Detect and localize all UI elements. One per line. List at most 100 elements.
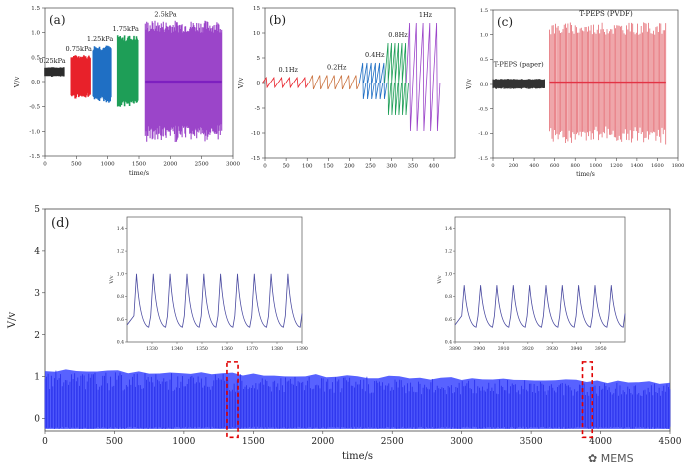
series-1.25kPa bbox=[92, 45, 112, 103]
y-tick-label: 1.2 bbox=[445, 249, 452, 255]
y-tick-label: 0 bbox=[257, 81, 261, 87]
series-0.1Hz bbox=[262, 76, 309, 89]
x-tick-label: 2000 bbox=[311, 437, 334, 447]
x-tick-label: 2500 bbox=[195, 162, 209, 168]
x-tick-label: 150 bbox=[323, 164, 334, 170]
y-tick-label: -15 bbox=[251, 156, 260, 162]
x-tick-label: 0 bbox=[263, 164, 267, 170]
y-tick-label: -5 bbox=[255, 106, 261, 112]
y-axis-label: V/v bbox=[109, 275, 115, 284]
x-tick-label: 800 bbox=[570, 163, 580, 169]
x-tick-label: 1000 bbox=[172, 437, 195, 447]
panel-d: 0 500 1000 1500 2000 2500 3000 3500 4000 4500 0 1 2 3… bbox=[7, 205, 682, 462]
y-tick-label: 0.4 bbox=[445, 340, 452, 346]
x-tick-label: 1800 bbox=[672, 163, 685, 169]
x-tick-label: 3950 bbox=[595, 346, 607, 352]
x-tick-label: 1000 bbox=[589, 163, 602, 169]
y-tick-label: 1.5 bbox=[480, 8, 488, 14]
y-tick-label: 5 bbox=[34, 205, 40, 215]
y-axis-label: V/v bbox=[466, 79, 473, 90]
inset-2: 3890 3900 3910 3920 3930 3940 3950 0.4 0.6 0.8 1.0… bbox=[437, 216, 626, 352]
panel-a: 0 500 1000 1500 2000 2500 3000 -1.5 -1.0 -0.5 0.0 0… bbox=[13, 6, 240, 177]
x-tick-label: 3000 bbox=[226, 162, 240, 168]
y-tick-label: 0.0 bbox=[480, 82, 488, 88]
x-tick-label: 3000 bbox=[450, 437, 473, 447]
series-long-term-cycling bbox=[44, 370, 671, 429]
x-tick-label: 100 bbox=[302, 164, 313, 170]
y-tick-label: -1.5 bbox=[29, 154, 40, 160]
series-0.8Hz bbox=[384, 42, 409, 116]
watermark: ✿ MEMS bbox=[588, 452, 634, 465]
x-tick-label: 0 bbox=[42, 437, 48, 447]
y-tick-label: 1.2 bbox=[117, 249, 124, 255]
y-tick-label: -10 bbox=[251, 131, 260, 137]
y-axis-label: V/v bbox=[437, 275, 443, 284]
inset-frame bbox=[126, 216, 303, 343]
series-T-PEPS (paper) bbox=[492, 79, 545, 89]
x-tick-label: 1380 bbox=[271, 346, 283, 352]
inset-series bbox=[454, 285, 626, 328]
panel-c: 0 200 400 600 800 1000 1200 1400 1600 1800 -1.5 -1.… bbox=[466, 8, 684, 178]
y-tick-label: 1.0 bbox=[31, 31, 40, 37]
y-tick-label: 1.4 bbox=[117, 226, 124, 232]
y-tick-label: 4 bbox=[34, 247, 40, 257]
y-tick-label: -0.5 bbox=[478, 106, 488, 112]
y-tick-label: -1.0 bbox=[29, 129, 40, 135]
x-tick-label: 3500 bbox=[520, 437, 543, 447]
y-axis-label: V/v bbox=[7, 312, 18, 330]
y-tick-label: 0.8 bbox=[117, 294, 124, 300]
series-label: 1Hz bbox=[419, 11, 433, 19]
series-T-PEPS (PVDF) bbox=[549, 22, 667, 145]
wechat-icon: ✿ bbox=[588, 452, 598, 465]
y-tick-label: 1.5 bbox=[31, 6, 40, 12]
x-tick-label: 3910 bbox=[498, 346, 510, 352]
x-tick-label: 200 bbox=[344, 164, 355, 170]
y-axis-label: V/v bbox=[13, 76, 21, 88]
x-tick-label: 3890 bbox=[449, 346, 461, 352]
y-tick-label: 1.0 bbox=[117, 271, 124, 277]
series-0.25kPa bbox=[44, 67, 65, 77]
watermark-text: MEMS bbox=[600, 452, 634, 465]
inset-frame bbox=[454, 216, 626, 343]
x-tick-label: 1330 bbox=[146, 346, 158, 352]
y-tick-label: 1.0 bbox=[445, 271, 452, 277]
series-label: 0.75kPa bbox=[66, 45, 92, 53]
series-0.75kPa bbox=[70, 55, 91, 99]
inset-series bbox=[126, 273, 303, 328]
series-label: 0.1Hz bbox=[279, 66, 299, 74]
x-axis-label: time/s bbox=[576, 171, 595, 178]
x-tick-label: 1500 bbox=[242, 437, 265, 447]
x-tick-label: 1400 bbox=[631, 163, 644, 169]
y-tick-label: 5 bbox=[257, 56, 261, 62]
y-tick-label: -1.0 bbox=[478, 131, 488, 137]
x-tick-label: 2500 bbox=[381, 437, 404, 447]
x-tick-label: 500 bbox=[71, 162, 82, 168]
x-tick-label: 500 bbox=[106, 437, 123, 447]
inset-1: 1330 1340 1350 1360 1370 1380 1390 0.4 0.6 0.8 1.0… bbox=[109, 216, 308, 352]
x-tick-label: 3930 bbox=[546, 346, 558, 352]
series-label: 0.2Hz bbox=[327, 64, 347, 72]
x-axis-label: time/s bbox=[129, 169, 149, 177]
y-tick-label: -0.5 bbox=[29, 105, 40, 111]
x-tick-label: 250 bbox=[365, 164, 376, 170]
y-tick-label: 10 bbox=[253, 31, 260, 37]
y-axis-label: V/v bbox=[237, 77, 245, 89]
panel-b: 0 50 100 150 200 250 300 350 400 -15 -10 -5 0 5 10 15 V/… bbox=[237, 6, 456, 170]
y-tick-label: 3 bbox=[34, 289, 40, 299]
panel-label: (a) bbox=[49, 13, 66, 27]
x-tick-label: 3940 bbox=[571, 346, 583, 352]
series-label: 0.8Hz bbox=[388, 31, 408, 39]
series-0.2Hz bbox=[308, 75, 360, 90]
x-tick-label: 4500 bbox=[659, 437, 682, 447]
series-label: 0.25kPa bbox=[39, 57, 65, 65]
series-label: 1.75kPa bbox=[113, 25, 139, 33]
x-tick-label: 4000 bbox=[589, 437, 612, 447]
x-tick-label: 1350 bbox=[196, 346, 208, 352]
y-tick-label: 2 bbox=[34, 331, 40, 341]
x-tick-label: 0 bbox=[491, 163, 494, 169]
series-1Hz bbox=[405, 22, 441, 132]
x-tick-label: 1200 bbox=[610, 163, 623, 169]
y-tick-label: 0.4 bbox=[117, 340, 124, 346]
series-label: T-PEPS (PVDF) bbox=[579, 10, 633, 18]
